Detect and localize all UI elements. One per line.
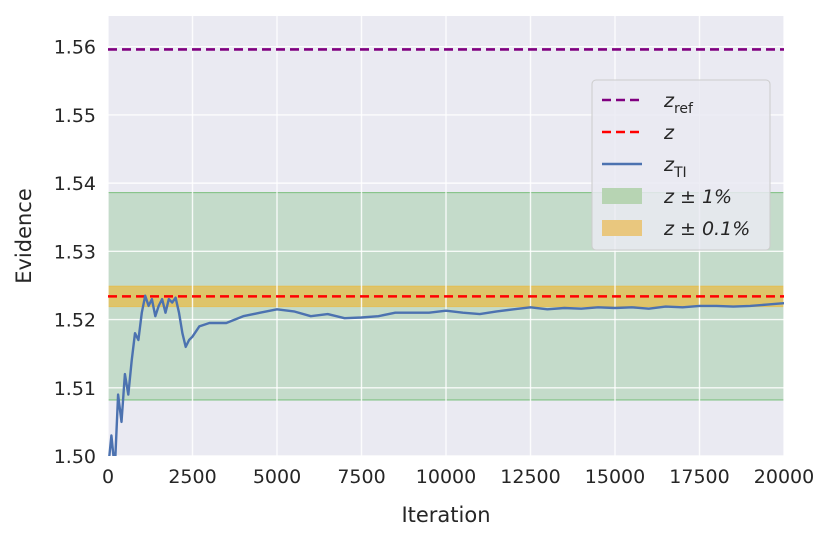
x-axis-label: Iteration (401, 503, 490, 527)
x-tick-label: 17500 (669, 466, 729, 488)
y-tick-label: 1.51 (54, 378, 96, 400)
y-axis-label: Evidence (12, 188, 36, 284)
x-tick-label: 5000 (253, 466, 301, 488)
y-tick-label: 1.54 (54, 173, 96, 195)
y-tick-label: 1.55 (54, 105, 96, 127)
x-tick-label: 2500 (168, 466, 216, 488)
grid-layer (107, 16, 785, 457)
x-tick-label: 0 (102, 466, 114, 488)
legend-label: z (663, 122, 675, 144)
y-tick-label: 1.52 (54, 310, 96, 332)
legend: zref z zTI z ± 1% z ± 0.1% (591, 79, 771, 251)
x-tick-label: 7500 (337, 466, 385, 488)
x-tick-label: 15000 (585, 466, 645, 488)
legend-label: zref (663, 90, 694, 117)
y-tick-label: 1.56 (54, 37, 96, 59)
legend-label: z ± 1% (663, 186, 732, 208)
series-layer (108, 294, 784, 456)
x-tick-labels: 0 2500 5000 7500 10000 12500 15000 17500 20000 (102, 466, 814, 488)
x-tick-label: 20000 (754, 466, 814, 488)
legend-swatch (602, 220, 642, 236)
reference-lines (108, 48, 784, 298)
y-tick-label: 1.53 (54, 241, 96, 263)
legend-swatch (602, 188, 642, 204)
y-tick-label: 1.50 (54, 446, 96, 468)
x-tick-label: 12500 (500, 466, 560, 488)
series-line-z_TI (108, 294, 784, 456)
y-tick-labels: 1.50 1.51 1.52 1.53 1.54 1.55 1.56 (54, 37, 96, 468)
legend-label: zTI (663, 154, 687, 181)
legend-label: z ± 0.1% (663, 218, 750, 240)
x-tick-label: 10000 (416, 466, 476, 488)
legend-box (591, 79, 771, 251)
